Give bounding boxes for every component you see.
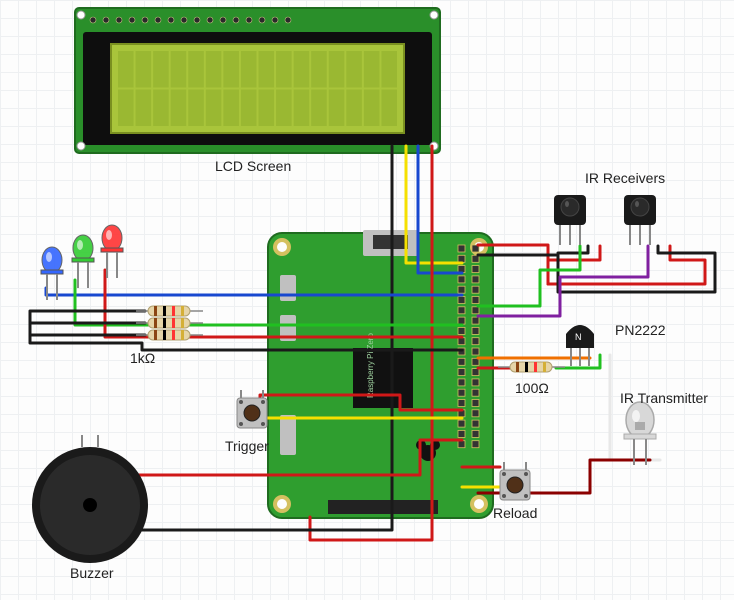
blue-led: [41, 247, 63, 300]
ir-transmitter-led: [624, 402, 656, 465]
svg-text:Raspberry Pi Zero: Raspberry Pi Zero: [366, 333, 375, 398]
ir-transmitter-label: IR Transmitter: [620, 390, 708, 406]
reload-button: [500, 462, 530, 500]
resistor: [136, 306, 203, 316]
trigger-button: [237, 390, 267, 428]
reload-label: Reload: [493, 505, 537, 521]
soc-chip: [353, 348, 413, 408]
res-100-label: 100Ω: [515, 380, 549, 396]
ir-receiver: [624, 195, 656, 245]
ir-receivers-label: IR Receivers: [585, 170, 665, 186]
svg-text:N: N: [575, 332, 582, 342]
resistor: [498, 362, 565, 372]
ir-receiver: [554, 195, 586, 245]
buzzer-label: Buzzer: [70, 565, 114, 581]
wire: [558, 246, 588, 253]
trigger-label: Trigger: [225, 438, 269, 454]
pn2222-label: PN2222: [615, 322, 666, 338]
lcd-label: LCD Screen: [215, 158, 291, 174]
res-1k-label: 1kΩ: [130, 350, 155, 366]
